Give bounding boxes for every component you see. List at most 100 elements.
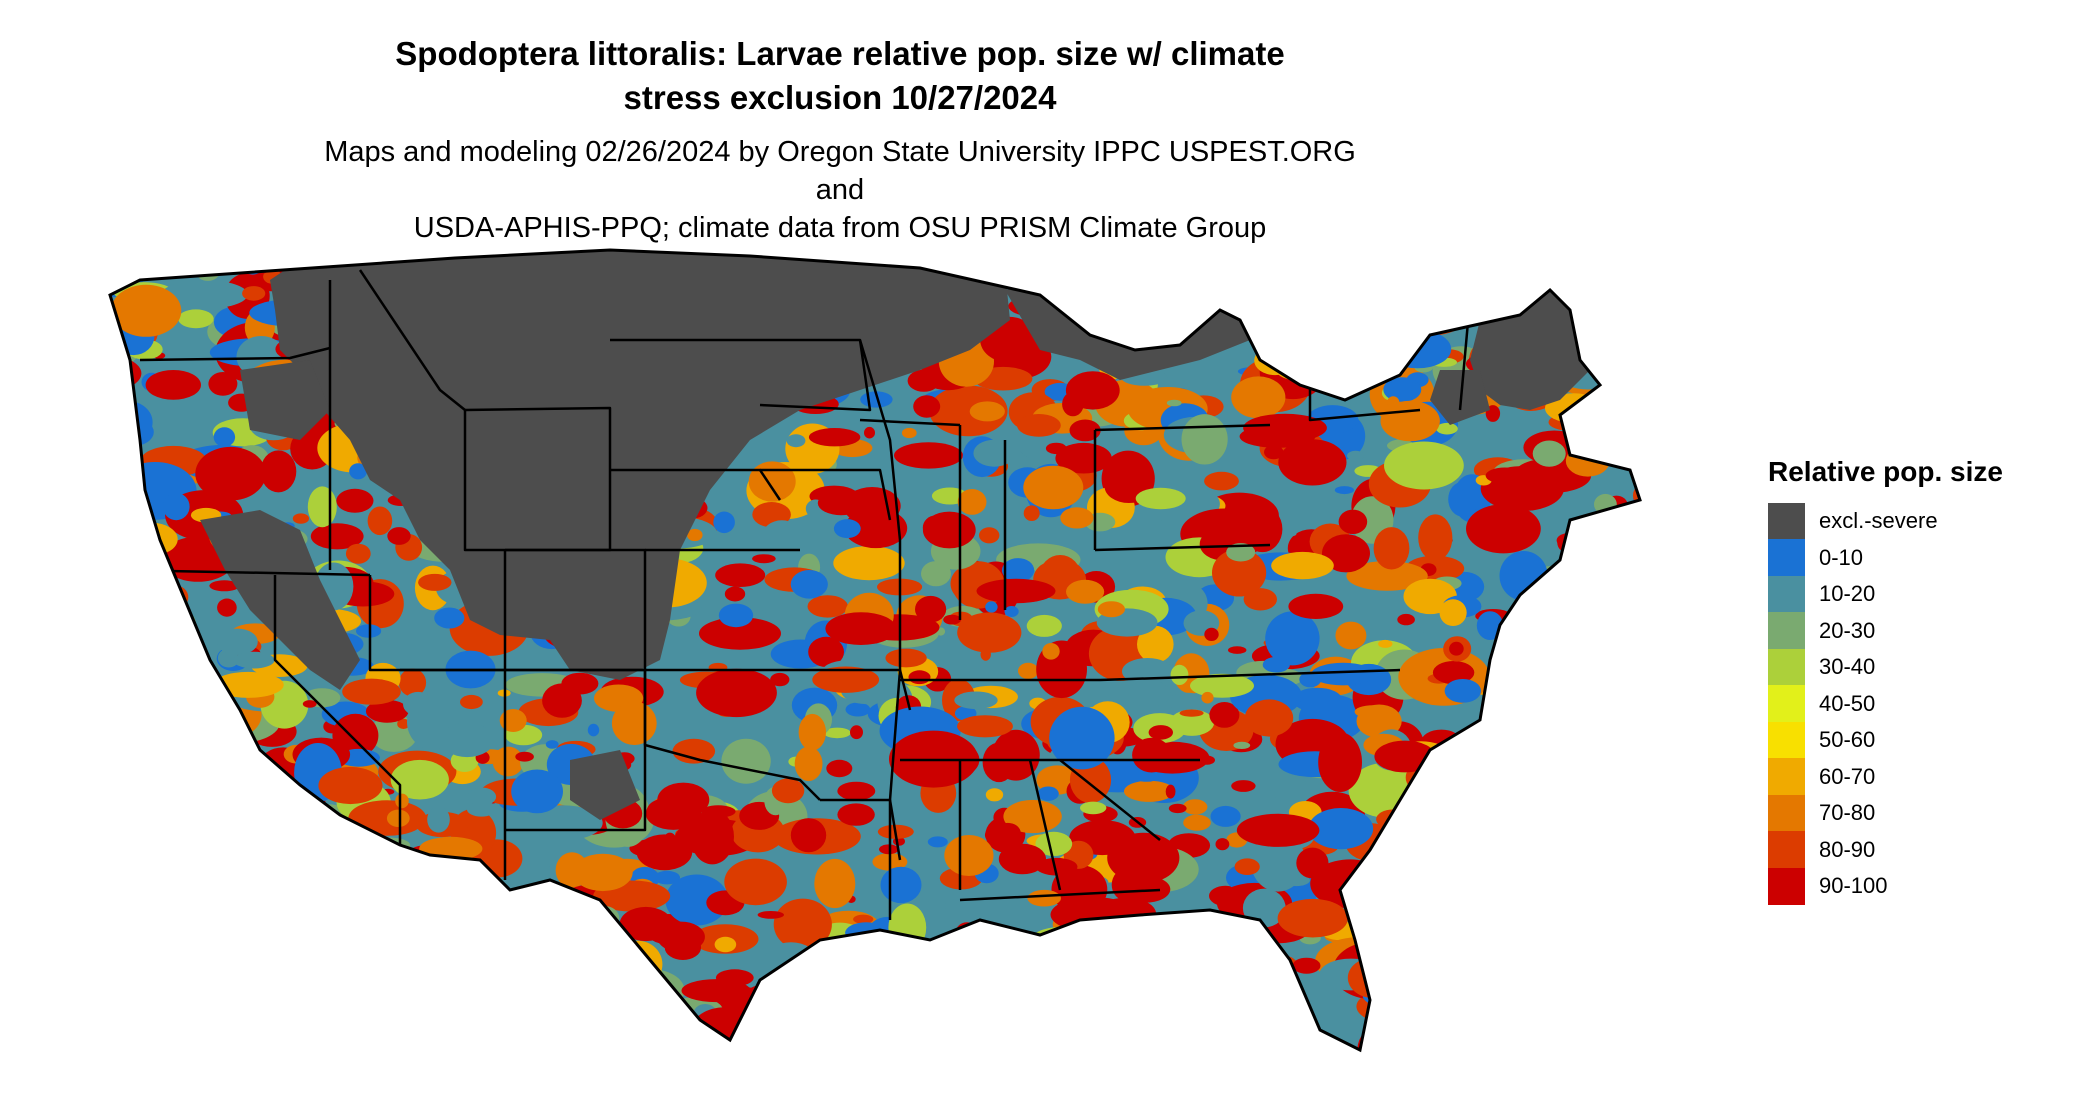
population-patch <box>1222 1048 1271 1050</box>
population-patch <box>1397 613 1415 626</box>
population-patch <box>166 962 189 972</box>
population-patch <box>398 860 421 877</box>
population-patch <box>1513 631 1532 641</box>
population-patch <box>110 676 154 709</box>
population-patch <box>235 1064 308 1100</box>
population-patch <box>1049 706 1115 770</box>
population-patch <box>515 751 534 762</box>
population-patch <box>473 962 537 1016</box>
population-patch <box>1244 699 1294 737</box>
population-patch <box>1484 934 1528 964</box>
population-patch <box>260 450 297 493</box>
population-patch <box>224 250 247 256</box>
population-patch <box>1582 240 1595 248</box>
excluded-northern-plains <box>270 250 1010 680</box>
legend-label: 40-50 <box>1819 690 1876 716</box>
population-patch <box>211 728 227 741</box>
population-patch <box>1085 972 1161 1011</box>
population-patch <box>359 250 399 259</box>
population-patch <box>110 652 112 664</box>
population-patch <box>1277 898 1349 938</box>
population-patch <box>1187 257 1227 287</box>
population-patch <box>973 439 1016 467</box>
population-patch <box>572 853 633 892</box>
population-patch <box>1648 1010 1679 1031</box>
population-patch <box>213 763 263 795</box>
population-patch <box>469 923 496 940</box>
population-patch <box>588 929 601 939</box>
population-patch <box>1396 937 1433 979</box>
population-patch <box>224 1060 241 1067</box>
population-patch <box>428 1001 466 1017</box>
population-patch <box>833 519 861 539</box>
population-patch <box>1402 250 1474 279</box>
population-patch <box>1101 1043 1133 1050</box>
population-patch <box>1443 830 1500 871</box>
population-patch <box>1243 413 1327 442</box>
population-patch <box>180 732 223 774</box>
population-patch <box>447 974 491 1001</box>
population-patch <box>1004 606 1019 617</box>
population-patch <box>1017 414 1061 437</box>
population-patch <box>1649 415 1708 444</box>
population-patch <box>221 971 281 1004</box>
population-patch <box>957 489 987 515</box>
population-patch <box>218 945 235 958</box>
population-patch <box>1042 643 1060 660</box>
population-patch <box>525 899 579 934</box>
population-patch <box>987 937 1006 950</box>
population-patch <box>665 874 729 926</box>
population-patch <box>1650 834 1683 856</box>
population-patch <box>1516 899 1550 925</box>
population-patch <box>1037 929 1109 968</box>
map-subtitle-line-1: Maps and modeling 02/26/2024 by Oregon S… <box>324 136 1356 206</box>
population-patch <box>1651 479 1728 530</box>
population-patch <box>398 881 455 932</box>
population-patch <box>1250 329 1272 343</box>
legend-label: 50-60 <box>1819 727 1876 753</box>
population-patch <box>1102 1035 1133 1050</box>
population-patch <box>327 1011 361 1042</box>
legend-item: 60-70 <box>1768 758 2068 796</box>
population-patch <box>122 616 161 647</box>
population-patch <box>1234 858 1260 875</box>
population-patch <box>943 614 961 625</box>
population-patch <box>924 952 987 988</box>
legend-item: 40-50 <box>1768 685 2068 723</box>
population-patch <box>1663 519 1679 531</box>
population-patch <box>561 948 580 957</box>
population-patch <box>1597 853 1627 880</box>
population-patch <box>1379 1030 1432 1050</box>
population-patch <box>374 1044 421 1050</box>
population-patch <box>654 870 680 885</box>
population-patch <box>753 610 767 618</box>
population-patch <box>273 853 311 867</box>
population-patch <box>894 442 963 469</box>
legend-label: 30-40 <box>1819 654 1876 680</box>
population-patch <box>1444 679 1482 703</box>
population-patch <box>193 250 227 271</box>
population-patch <box>495 984 574 1013</box>
map-title-line-1: Spodoptera littoralis: Larvae relative p… <box>395 35 1285 72</box>
population-patch <box>110 848 123 889</box>
population-patch <box>145 370 201 400</box>
boundary-ok-tx <box>643 670 821 801</box>
map-title-line-2: stress exclusion 10/27/2024 <box>623 79 1057 116</box>
population-patch <box>1541 950 1561 965</box>
population-patch <box>1122 658 1173 685</box>
population-patch <box>994 822 1021 843</box>
population-patch <box>1065 371 1120 410</box>
population-patch <box>1114 949 1130 967</box>
population-patch <box>311 966 335 982</box>
population-patch <box>814 858 856 909</box>
population-patch <box>1643 875 1662 896</box>
population-patch <box>1311 662 1375 686</box>
population-patch <box>880 866 922 904</box>
map-title: Spodoptera littoralis: Larvae relative p… <box>300 32 1380 120</box>
population-patch <box>416 980 459 1007</box>
population-patch <box>154 963 202 994</box>
population-patch <box>1609 294 1640 310</box>
population-patch <box>1322 534 1370 573</box>
population-patch <box>1278 439 1347 486</box>
population-patch <box>1373 527 1410 570</box>
